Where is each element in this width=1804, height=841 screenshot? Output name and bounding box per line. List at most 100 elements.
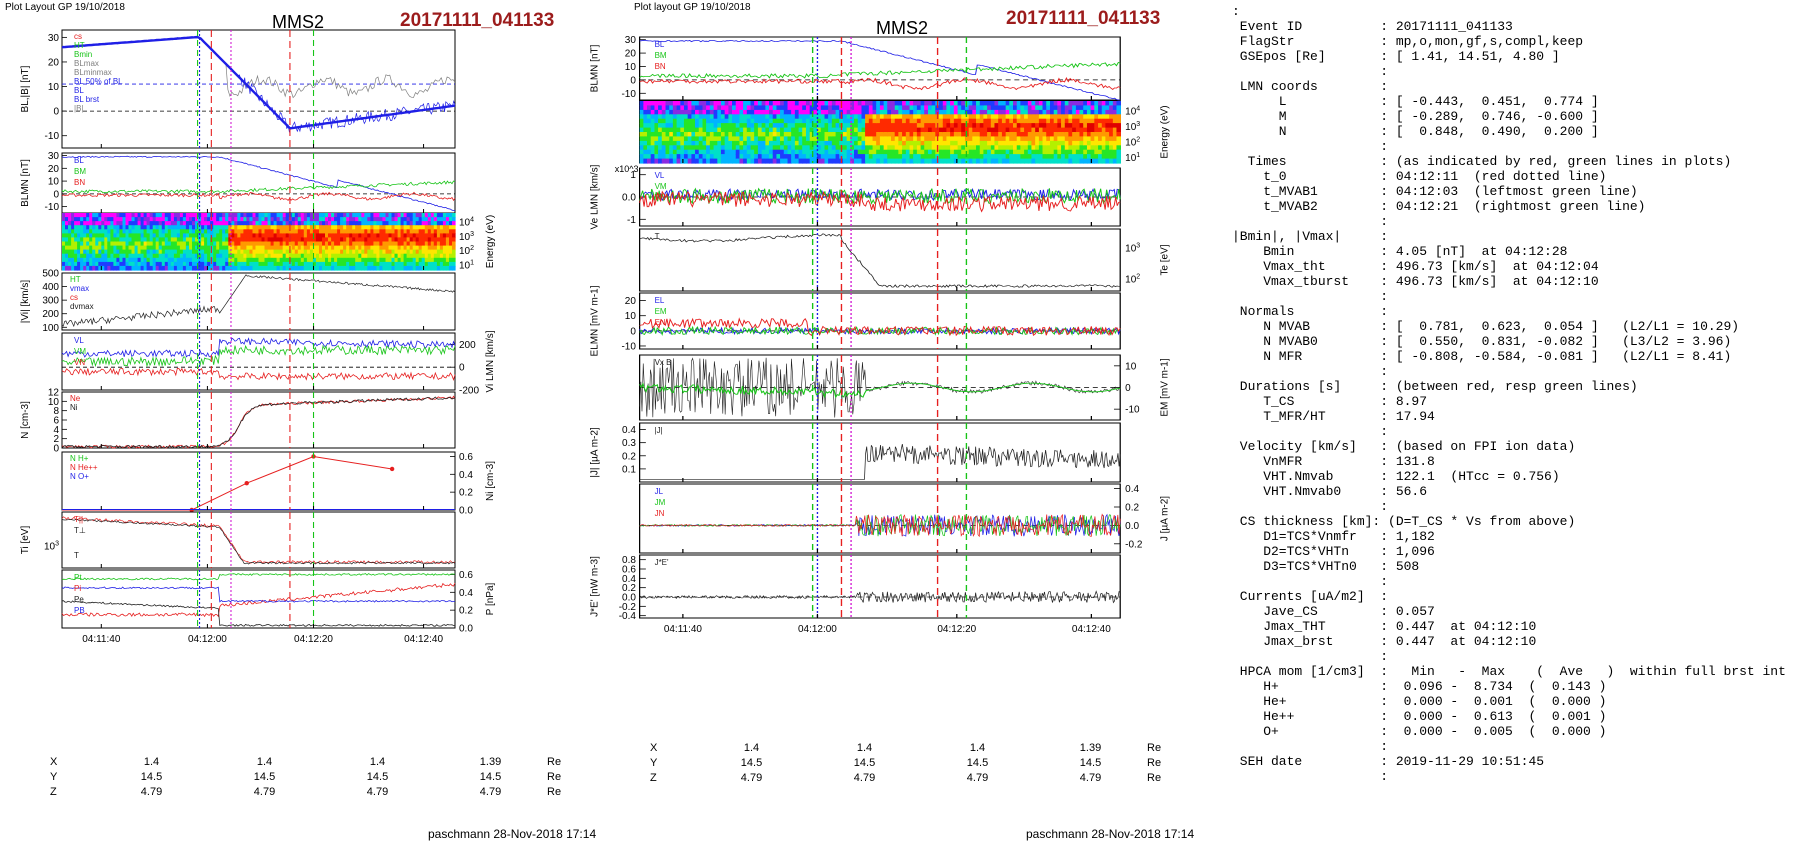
spectrogram-cell [1053, 127, 1059, 133]
y-tick-label: 30 [48, 33, 60, 44]
tick-exponent: 1 [1136, 152, 1140, 159]
spectrogram-cell [1068, 145, 1073, 151]
legend-entry: cs [74, 32, 82, 41]
spectrogram-cell [98, 245, 102, 251]
spectrogram-cell [639, 118, 645, 124]
spectrogram-cell [702, 114, 707, 120]
spectrogram-cell [379, 253, 383, 259]
spectrogram-cell [768, 149, 774, 155]
spectrogram-cell [998, 105, 1003, 111]
spectrogram-cell [137, 213, 142, 218]
spectrogram-cell [400, 221, 405, 226]
spectrogram-cell [732, 145, 737, 151]
spectrogram-cell [370, 237, 374, 243]
spectrogram-cell [1094, 158, 1099, 164]
spectrogram-cell [68, 249, 72, 255]
spectrogram-cell [140, 229, 145, 234]
spectrogram-cell [817, 118, 822, 124]
spectrogram-cell [1057, 145, 1062, 151]
spectrogram-cell [219, 213, 223, 218]
spectrogram-cell [216, 261, 220, 267]
spectrogram-cell [246, 221, 250, 226]
spectrogram-cell [1020, 105, 1025, 111]
spectrogram-cell [249, 217, 253, 222]
spectrogram-cell [1064, 114, 1070, 120]
spectrogram-cell [665, 118, 671, 124]
spectrogram-cell [1035, 118, 1040, 124]
spectrogram-cell [783, 132, 789, 137]
spectrogram-cell [680, 154, 685, 160]
spectrogram-cell [1101, 158, 1107, 164]
spectrogram-cell [805, 123, 811, 129]
spectrogram-cell [831, 149, 837, 155]
spectrogram-cell [204, 221, 208, 226]
spectrogram-cell [1101, 145, 1107, 151]
spectrogram-cell [252, 257, 257, 263]
spectrogram-cell [140, 249, 145, 255]
spectrogram-cell [717, 118, 722, 124]
spectrogram-cell [337, 237, 341, 243]
spectrogram-cell [149, 265, 154, 271]
spectrogram-cell [757, 140, 763, 146]
y-tick-label: 0.2 [459, 606, 473, 617]
spectrogram-cell [252, 245, 257, 251]
spectrogram-cell [687, 136, 693, 142]
spectrogram-cell [68, 253, 72, 259]
spectrogram-cell [754, 145, 759, 151]
spectrogram-cell [452, 265, 456, 271]
spectrogram-cell [337, 221, 341, 226]
spectrogram-cell [83, 233, 87, 239]
spectrogram-cell [83, 237, 87, 243]
spectrogram-cell [743, 154, 748, 160]
spectrogram-cell [857, 145, 863, 151]
spectrogram-cell [854, 145, 859, 151]
spectrogram-cell [267, 253, 272, 259]
info-line: Vmax_tburst : 496.73 [km/s] at 04:12:10 [1232, 274, 1599, 289]
spectrogram-cell [397, 257, 402, 263]
y-tick-label: -10 [621, 341, 636, 352]
spectrogram-cell [258, 257, 263, 263]
spectrogram-cell [406, 225, 411, 230]
spectrogram-cell [291, 253, 296, 259]
spectrogram-cell [683, 109, 689, 115]
spectrogram-cell [768, 132, 774, 137]
spectrogram-cell [1009, 109, 1014, 115]
spectrogram-cell [732, 132, 737, 137]
spectrogram-cell [379, 245, 383, 251]
spectrogram-cell [676, 105, 682, 111]
spectrogram-cell [798, 114, 804, 120]
spectrogram-cell [1016, 132, 1022, 137]
spectrogram-cell [750, 114, 756, 120]
legend-entry: EL [655, 296, 665, 305]
spectrogram-cell [442, 237, 447, 243]
spectrogram-cell [319, 225, 323, 230]
panel-frame [639, 422, 1121, 483]
spectrogram-cell [905, 101, 911, 106]
spectrogram-cell [794, 127, 800, 133]
spectrogram-cell [961, 114, 966, 120]
info-line: HPCA mom [1/cm3] : Min - Max ( Ave ) wit… [1232, 664, 1786, 679]
spectrogram-cell [394, 229, 399, 234]
spectrogram-cell [1109, 132, 1114, 137]
spectrogram-cell [167, 253, 172, 259]
spectrogram-cell [1083, 158, 1088, 164]
spectrogram-cell [370, 261, 374, 267]
spectrogram-cell [137, 249, 142, 255]
spectrogram-cell [672, 149, 678, 155]
spectrogram-cell [898, 123, 903, 129]
coord-value: 4.79 [740, 772, 763, 784]
spectrogram-cell [691, 140, 696, 146]
series-pt [61, 573, 456, 581]
spectrogram-cell [373, 257, 377, 263]
spectrogram-cell [71, 241, 75, 247]
spectrogram-cell [817, 140, 822, 146]
spectrogram-cell [264, 225, 269, 230]
spectrogram-cell [340, 265, 344, 271]
spectrogram-cell [983, 132, 988, 137]
spectrogram-cell [1020, 132, 1025, 137]
spectrogram-cell [173, 225, 178, 230]
spectrogram-cell [1009, 114, 1014, 120]
spectrogram-cell [161, 253, 166, 259]
spectrogram-cell [854, 132, 859, 137]
spectrogram-cell [1009, 101, 1014, 106]
